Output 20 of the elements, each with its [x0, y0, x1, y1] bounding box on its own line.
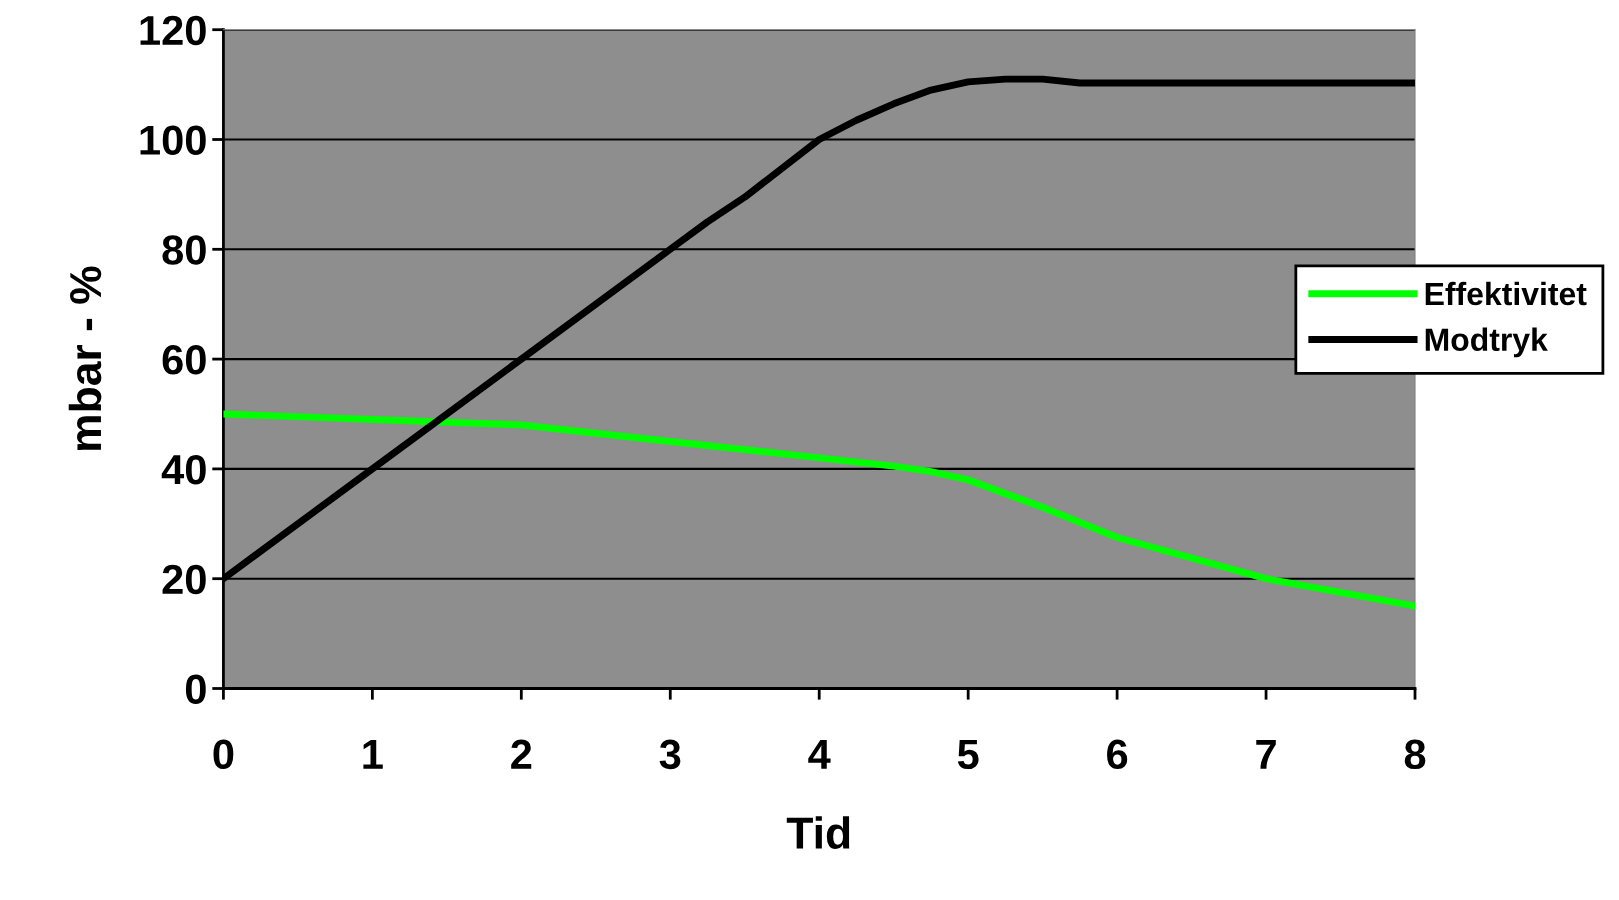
y-tick-label: 0 [185, 674, 206, 705]
x-tick-label: 2 [511, 739, 532, 769]
legend-label: Effektivitet [1425, 281, 1587, 306]
x-tick-label: 8 [1404, 739, 1426, 770]
x-tick-label: 5 [957, 740, 979, 770]
x-tick-label: 3 [659, 739, 681, 770]
y-tick-label: 20 [162, 564, 206, 595]
x-tick-label: 0 [213, 739, 234, 770]
x-axis-title: Tid [786, 816, 850, 849]
y-tick-label: 120 [140, 15, 206, 46]
y-tick-label: 80 [162, 235, 206, 265]
y-tick-label: 100 [140, 125, 206, 156]
x-tick-label: 6 [1107, 739, 1128, 770]
y-axis-title: mbar - % [68, 266, 102, 451]
x-tick-label: 4 [808, 740, 831, 769]
y-tick-label: 40 [161, 454, 206, 485]
legend-label: Modtryk [1425, 327, 1548, 358]
x-tick-label: 1 [363, 740, 383, 769]
y-tick-label: 60 [162, 345, 206, 375]
x-tick-label: 7 [1256, 740, 1276, 769]
